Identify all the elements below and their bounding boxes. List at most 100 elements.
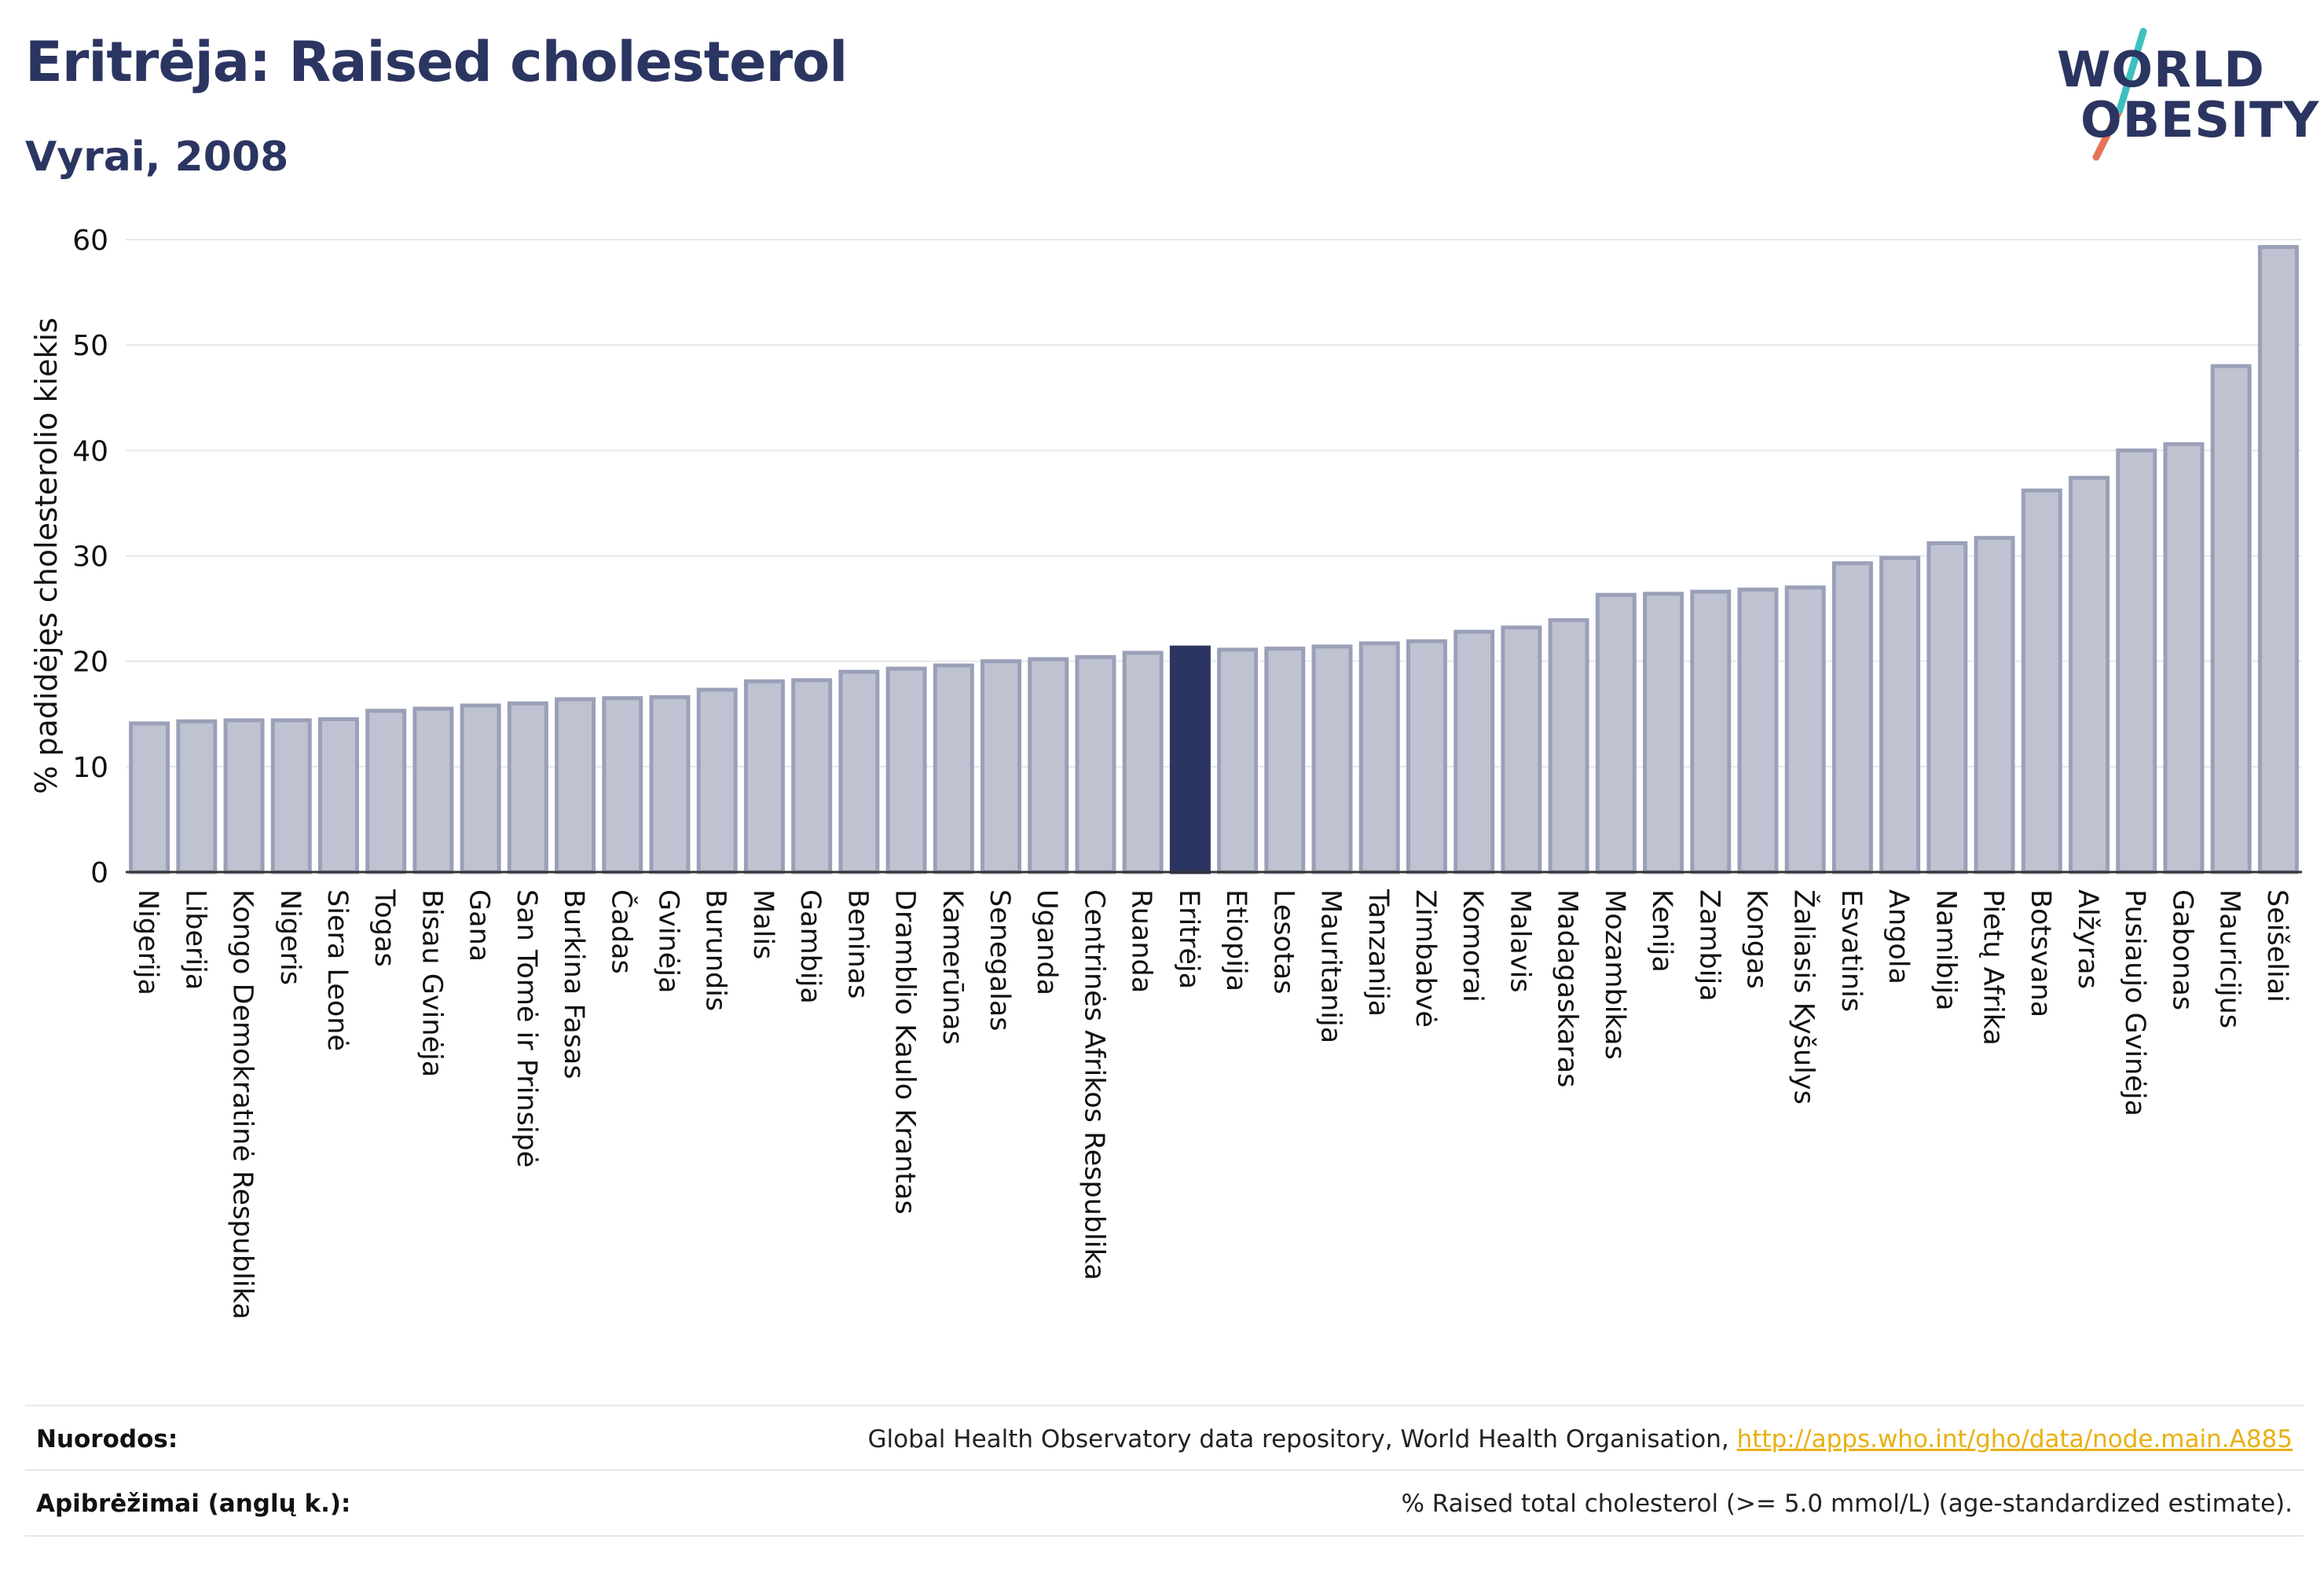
bar[interactable] [1217,647,1259,874]
x-tick-label: Malis [747,889,779,959]
x-tick-label: Alžyras [2072,889,2103,989]
bar[interactable] [649,695,691,874]
x-axis-labels: Nigerija Liberija Kongo Demokratinė Respub… [132,889,2293,1320]
x-tick-label: Pietų Afrika [1978,889,2009,1046]
x-tick-label: Namibija [1930,889,1961,1011]
bar[interactable] [885,666,927,874]
y-tick-label: 0 [90,857,108,889]
bar[interactable] [129,721,170,874]
x-tick-label: Ruanda [1126,889,1157,993]
bar[interactable] [791,678,833,874]
x-tick-label: Burundis [700,889,731,1011]
bar[interactable] [1264,647,1306,874]
bar[interactable] [555,697,596,874]
bar[interactable] [2069,475,2110,874]
bar[interactable] [1643,592,1684,874]
definitions-label: Apibrėžimai (anglų k.): [36,1490,351,1518]
footer-definitions-row: Apibrėžimai (anglų k.): % Raised total c… [25,1469,2304,1537]
y-tick-label: 50 [72,330,108,362]
world-obesity-logo[interactable]: WORLD OBESITY [2043,24,2319,165]
footer-sources-row: Nuorodos: Global Health Observatory data… [25,1405,2304,1471]
y-axis-ticks: 0 10 20 30 40 50 60 [72,225,108,889]
sources-text: Global Health Observatory data repositor… [867,1425,1737,1453]
bar[interactable] [2257,244,2299,874]
x-tick-label: Malavis [1504,889,1535,993]
sources-value: Global Health Observatory data repositor… [868,1425,2293,1453]
bar[interactable] [365,709,407,874]
bar[interactable] [2210,364,2252,874]
bar[interactable] [1406,639,1447,874]
bars [129,244,2299,874]
x-tick-label: Kongas [1741,889,1772,989]
x-tick-label: Zimbabvė [1409,889,1441,1028]
bar[interactable] [696,687,738,874]
bar[interactable] [1831,561,1873,874]
bar-highlight[interactable] [1169,645,1211,874]
x-tick-label: Gambija [794,889,826,1004]
bar[interactable] [981,659,1022,874]
bar[interactable] [1926,541,1968,874]
x-tick-label: Kongo Demokratinė Respublika [227,889,258,1320]
x-tick-label: Gabonas [2166,889,2198,1010]
sources-label: Nuorodos: [36,1425,178,1453]
x-tick-label: Pusiaujo Gvinėja [2119,889,2150,1116]
x-tick-label: Lesotas [1267,889,1299,994]
sources-link[interactable]: http://apps.who.int/gho/data/node.main.A… [1736,1425,2293,1453]
bar[interactable] [1311,644,1353,874]
bar[interactable] [743,679,785,874]
x-tick-label: Mauritanija [1315,889,1347,1043]
bar[interactable] [1548,618,1589,874]
y-tick-label: 30 [72,541,108,574]
bar[interactable] [317,717,359,874]
bar[interactable] [2021,488,2062,874]
x-tick-label: Eritrėja [1173,889,1204,989]
bar[interactable] [602,696,643,874]
x-tick-label: Esvatinis [1835,889,1867,1012]
y-tick-label: 10 [72,752,108,784]
bar[interactable] [1879,555,1921,874]
bar[interactable] [223,718,265,874]
x-tick-label: Komorai [1457,889,1488,1002]
x-tick-label: Liberija [179,889,211,990]
x-tick-label: Gvinėja [653,889,684,993]
bar[interactable] [1501,625,1542,874]
bar[interactable] [933,663,974,874]
bar[interactable] [270,718,312,874]
x-tick-label: Nigeris [274,889,306,985]
bar[interactable] [1358,641,1400,874]
page-title: Eritrėja: Raised cholesterol [25,30,848,94]
y-tick-label: 60 [72,225,108,257]
logo-line-2: OBESITY [2080,91,2320,148]
bar[interactable] [1690,589,1732,874]
bar[interactable] [1737,587,1779,874]
x-tick-label: Uganda [1031,889,1062,995]
x-tick-label: Botsvana [2025,889,2056,1017]
bar[interactable] [1453,629,1495,874]
x-tick-label: San Tomė ir Prinsipė [511,889,542,1167]
bar[interactable] [1075,654,1116,874]
bar[interactable] [838,669,880,874]
x-tick-label: Senegalas [984,889,1015,1032]
bar[interactable] [460,703,501,874]
bar[interactable] [176,719,218,874]
x-tick-label: Kamerūnas [937,889,968,1045]
bar[interactable] [1595,592,1637,874]
bar[interactable] [1122,651,1164,874]
bar[interactable] [1974,536,2015,874]
page-subtitle: Vyrai, 2008 [25,134,289,181]
y-tick-label: 40 [72,435,108,467]
x-tick-label: Seišeliai [2261,889,2293,1002]
bar[interactable] [1784,585,1826,874]
bar-chart: 0 10 20 30 40 50 60 Nigerija Liberija Kongo Demo… [29,225,2302,1320]
bar[interactable] [507,701,548,874]
bar[interactable] [2116,448,2157,874]
x-tick-label: Zambija [1693,889,1725,1002]
x-tick-label: Žaliasis Kyšulys [1788,889,1821,1105]
x-tick-label: Madagaskaras [1552,889,1583,1087]
x-tick-label: Etiopija [1220,889,1252,991]
bar[interactable] [1028,657,1069,874]
bar[interactable] [2163,442,2205,874]
x-tick-label: Bisau Gvinėja [416,889,447,1077]
x-tick-label: Mozambikas [1599,889,1630,1060]
bar[interactable] [412,706,454,874]
